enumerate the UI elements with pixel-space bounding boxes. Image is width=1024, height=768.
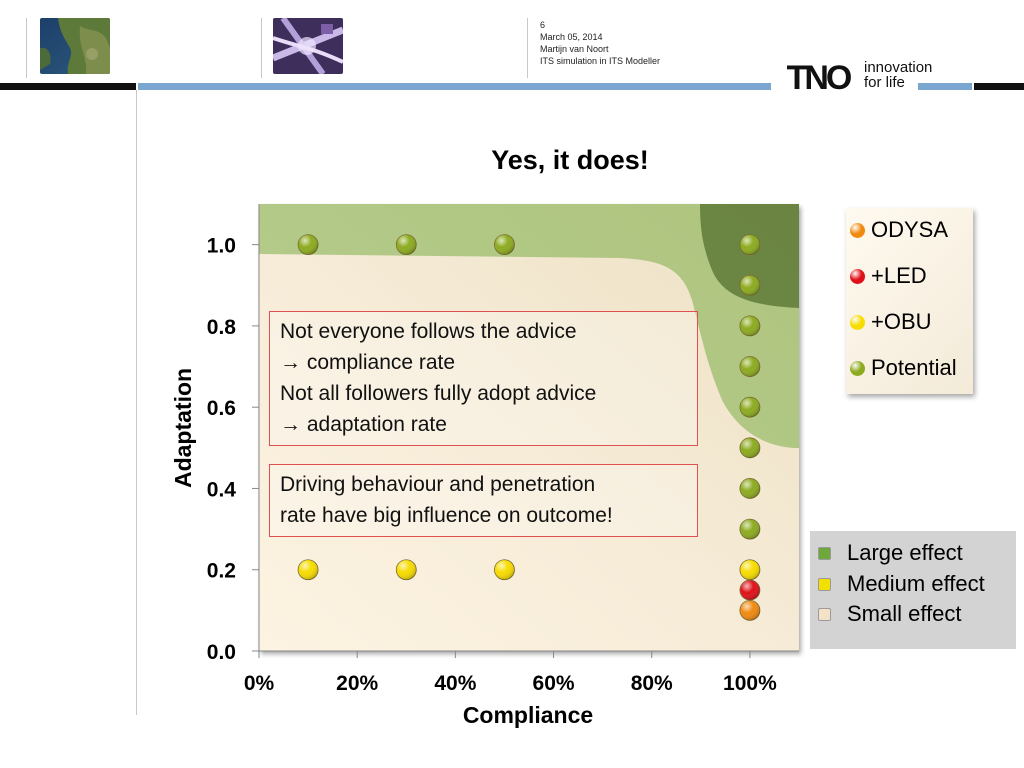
legend-item-odysa: ODYSA bbox=[850, 215, 948, 245]
effect-legend-item: Large effect bbox=[818, 539, 963, 567]
note-line: Not all followers fully adopt advice bbox=[280, 382, 597, 405]
data-point-highlight bbox=[739, 397, 760, 418]
data-point-highlight bbox=[739, 580, 760, 601]
x-tick-label: 80% bbox=[631, 672, 673, 695]
traffic-junction-image bbox=[273, 18, 343, 74]
y-tick-label: 1.0 bbox=[207, 235, 236, 258]
data-point-highlight bbox=[739, 356, 760, 377]
y-tick-label: 0.2 bbox=[207, 560, 236, 583]
y-tick-label: 0.8 bbox=[207, 316, 237, 339]
effect-legend-item: Small effect bbox=[818, 600, 962, 628]
y-tick-label: 0.6 bbox=[207, 397, 236, 420]
header-band bbox=[527, 83, 771, 90]
header-divider bbox=[261, 18, 262, 78]
legend-label: Potential bbox=[871, 355, 957, 380]
tagline-line1: innovation bbox=[864, 59, 933, 76]
data-point-highlight bbox=[396, 559, 417, 580]
effect-label: Large effect bbox=[847, 540, 963, 565]
x-axis-label: Compliance bbox=[463, 702, 593, 728]
header-band bbox=[262, 83, 527, 90]
note-line: Driving behaviour and penetration bbox=[280, 473, 596, 496]
slide-meta: 6 March 05, 2014 Martijn van Noort ITS s… bbox=[540, 19, 660, 67]
effect-swatch bbox=[818, 607, 831, 621]
tno-logo: TNO bbox=[773, 60, 863, 94]
data-point-highlight bbox=[494, 234, 515, 255]
y-tick-label: 0.0 bbox=[207, 641, 236, 664]
x-tick-label: 60% bbox=[533, 672, 575, 695]
header-band bbox=[974, 83, 1024, 90]
data-point-highlight bbox=[739, 519, 760, 540]
data-point-highlight bbox=[739, 315, 760, 336]
y-tick-label: 0.4 bbox=[207, 478, 237, 501]
header-band bbox=[30, 83, 136, 90]
tno-logo-text: TNO bbox=[787, 60, 852, 94]
legend-marker bbox=[850, 222, 865, 238]
effect-label: Medium effect bbox=[847, 571, 985, 596]
effect-label: Small effect bbox=[847, 601, 962, 626]
slide-number: 6 bbox=[540, 20, 546, 30]
effect-swatch bbox=[818, 577, 831, 591]
satellite-map-image bbox=[40, 18, 110, 74]
y-axis-label: Adaptation bbox=[170, 368, 196, 488]
tno-tagline: innovation for life bbox=[864, 60, 932, 90]
header-divider bbox=[527, 18, 528, 78]
medium-effect-zone bbox=[259, 204, 799, 448]
header-divider bbox=[26, 18, 27, 78]
data-point-highlight bbox=[494, 559, 515, 580]
data-point-highlight bbox=[739, 600, 760, 621]
axes: 0.0 0.2 0.4 0.6 0.8 1.0 0% 20% 40% 60% 80% 100% Comp… bbox=[170, 204, 799, 728]
note-line: rate have big influence on outcome! bbox=[280, 504, 613, 527]
slide-date: March 05, 2014 bbox=[540, 32, 603, 42]
data-points bbox=[297, 234, 761, 621]
legend-label: +LED bbox=[871, 263, 927, 288]
legend-item-obu: +OBU bbox=[850, 307, 932, 337]
slide-title: Yes, it does! bbox=[491, 145, 649, 175]
header-band bbox=[918, 83, 972, 90]
effect-legend-item: Medium effect bbox=[818, 570, 985, 598]
effect-swatch bbox=[818, 546, 831, 560]
slide-author: Martijn van Noort bbox=[540, 44, 609, 54]
note-compliance-adaptation: Not everyone follows the advice → compli… bbox=[269, 311, 698, 446]
legend-label: ODYSA bbox=[871, 217, 949, 242]
legend-item-potential: Potential bbox=[850, 353, 957, 383]
data-point-highlight bbox=[739, 478, 760, 499]
data-point-highlight bbox=[739, 559, 760, 580]
x-tick-label: 0% bbox=[244, 672, 275, 695]
legend-item-led: +LED bbox=[850, 261, 927, 291]
data-point-highlight bbox=[739, 437, 760, 458]
note-line: → compliance rate bbox=[280, 351, 456, 374]
x-tick-label: 40% bbox=[434, 672, 476, 695]
data-point-highlight bbox=[739, 275, 760, 296]
legend-label: +OBU bbox=[871, 309, 932, 334]
note-driving-behaviour: Driving behaviour and penetration rate h… bbox=[269, 464, 698, 537]
header-band bbox=[0, 83, 30, 90]
slide-subject: ITS simulation in ITS Modeller bbox=[540, 56, 661, 66]
x-tick-label: 20% bbox=[336, 672, 378, 695]
x-tick-label: 100% bbox=[723, 672, 777, 695]
effect-legend: Large effect Medium effect Small effect bbox=[810, 531, 1016, 649]
data-point-highlight bbox=[298, 234, 319, 255]
tagline-line2: for life bbox=[864, 74, 905, 91]
series-legend: ODYSA +LED +OBU Potential bbox=[846, 208, 973, 394]
large-effect-zone bbox=[700, 204, 799, 308]
data-point-highlight bbox=[298, 559, 319, 580]
legend-marker bbox=[850, 268, 865, 284]
left-guide-line bbox=[136, 90, 137, 715]
plot-area bbox=[259, 204, 799, 651]
data-point-highlight bbox=[396, 234, 417, 255]
note-line: → adaptation rate bbox=[280, 413, 447, 436]
header-band bbox=[138, 83, 262, 90]
legend-marker bbox=[850, 360, 865, 376]
data-point-highlight bbox=[739, 234, 760, 255]
note-line: Not everyone follows the advice bbox=[280, 320, 577, 343]
legend-marker bbox=[850, 314, 865, 330]
